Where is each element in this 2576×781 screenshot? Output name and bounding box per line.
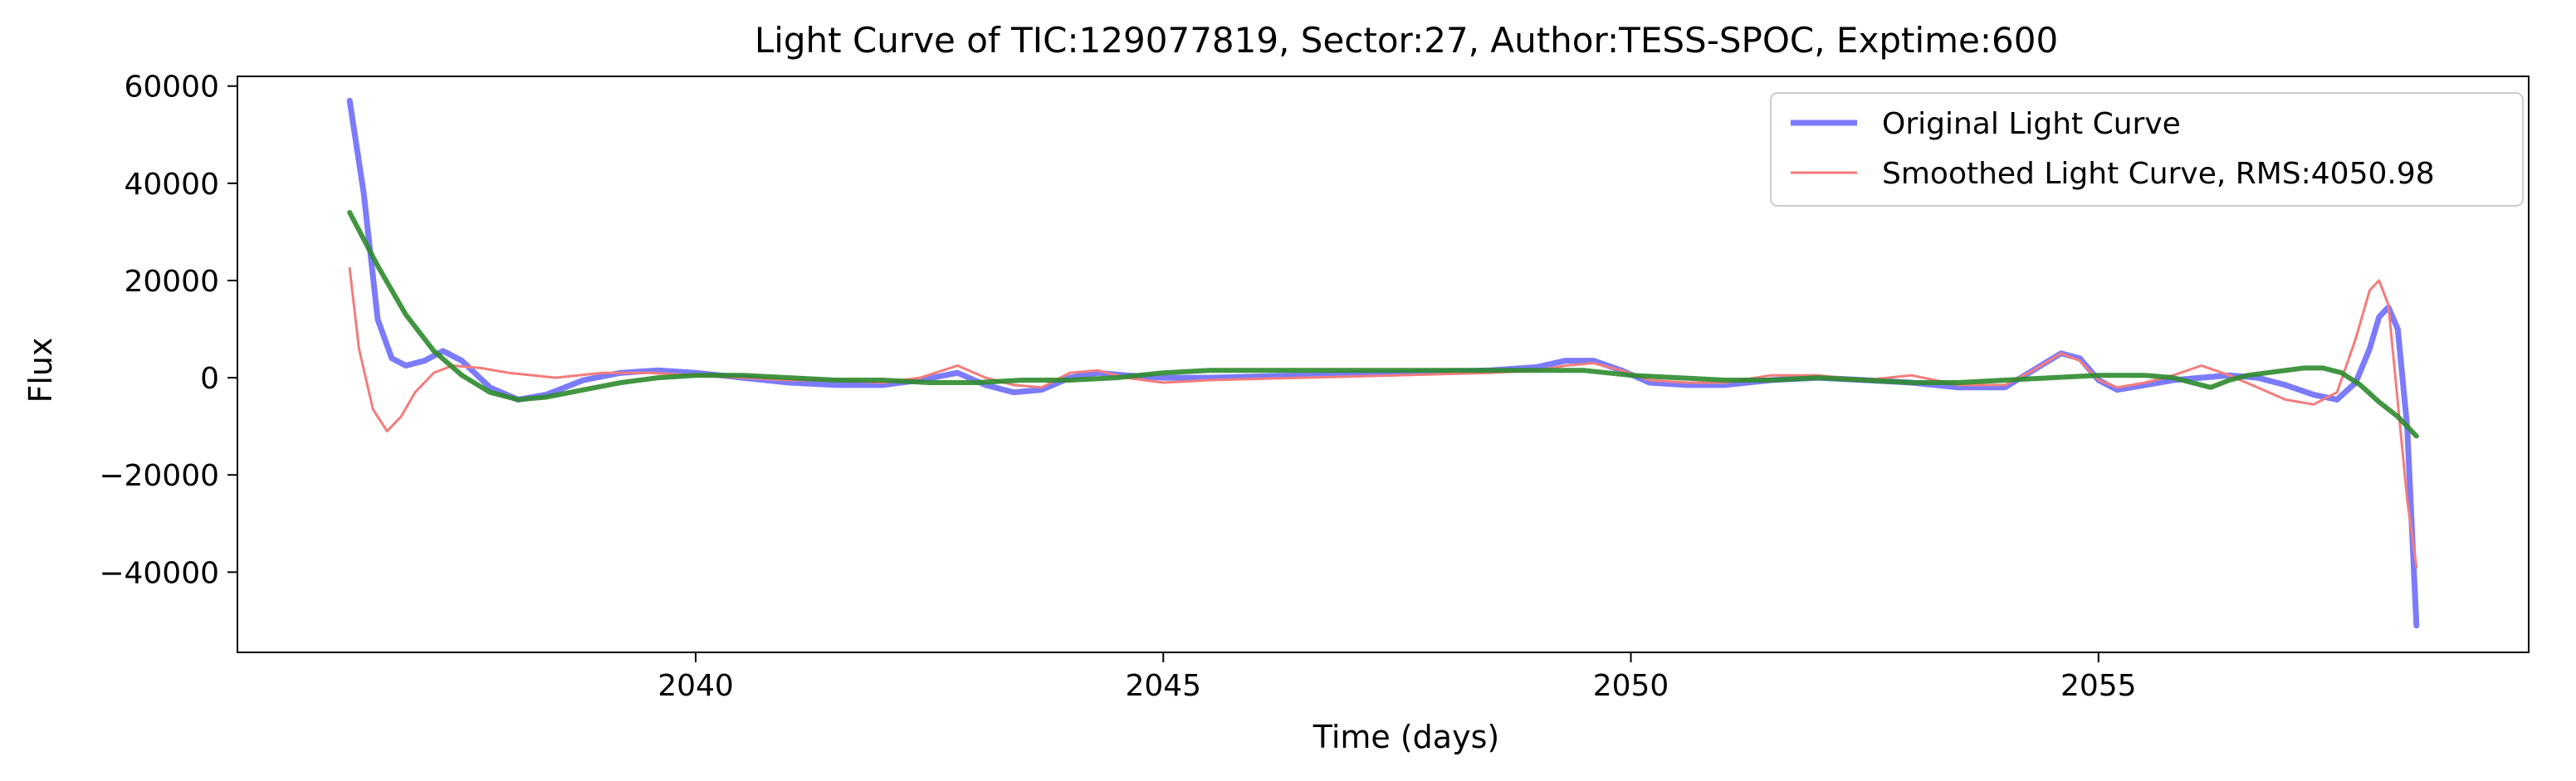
series-layer xyxy=(346,97,2420,629)
y-axis-label: Flux xyxy=(22,338,59,403)
legend-box xyxy=(1770,92,2524,207)
y-tick-label: −40000 xyxy=(99,556,219,590)
x-tick-label: 2055 xyxy=(2060,669,2137,703)
chart-title: Light Curve of TIC:129077819, Sector:27,… xyxy=(755,20,2058,61)
legend-label: Smoothed Light Curve, RMS:4050.98 xyxy=(1882,157,2435,191)
x-tick-label: 2045 xyxy=(1125,669,1201,703)
y-axis-ticks: 60000 40000 20000 0 −20000 −40000 xyxy=(99,71,237,590)
legend: Original Light Curve Smoothed Light Curve… xyxy=(1770,92,2524,207)
y-tick-label: 40000 xyxy=(124,168,219,202)
series-line-2 xyxy=(348,266,2418,569)
y-tick-label: −20000 xyxy=(99,459,219,493)
x-axis-label: Time (days) xyxy=(1312,719,1499,755)
plot-frame xyxy=(237,76,2530,653)
legend-label: Original Light Curve xyxy=(1882,107,2181,141)
y-tick-label: 20000 xyxy=(124,265,219,299)
x-axis-ticks: 2040 2045 2050 2055 xyxy=(657,652,2137,703)
y-tick-label: 60000 xyxy=(124,71,219,105)
x-tick-label: 2040 xyxy=(657,669,734,703)
x-tick-label: 2050 xyxy=(1593,669,1669,703)
series-line-3 xyxy=(347,210,2419,439)
y-tick-label: 0 xyxy=(200,362,219,396)
